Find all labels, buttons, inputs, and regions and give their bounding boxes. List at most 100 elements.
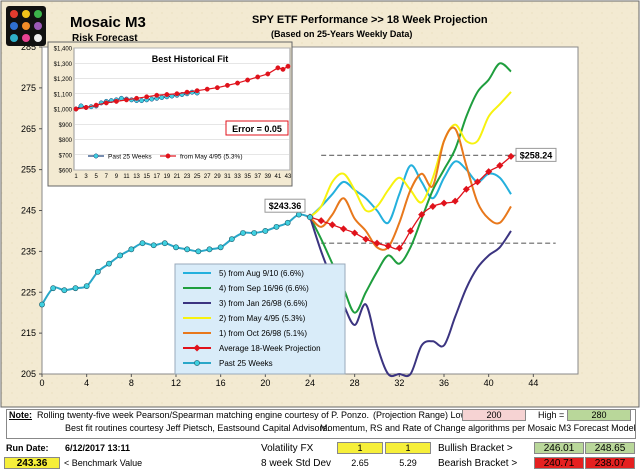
point-avg — [373, 239, 381, 247]
note-line-3: Momentum, RS and Rate of Change algorith… — [320, 423, 636, 433]
inset-x-tick-label: 5 — [95, 174, 99, 180]
y-tick-label: 285 — [21, 42, 36, 52]
inset-x-tick-label: 11 — [123, 174, 130, 180]
point-avg — [462, 185, 470, 193]
inset-x-tick-label: 41 — [275, 174, 282, 180]
inset-y-tick-label: $1,000 — [54, 108, 73, 114]
inset-legend-marker — [93, 153, 99, 159]
x-tick-label: 0 — [39, 378, 44, 388]
error-label: Error = 0.05 — [232, 124, 282, 134]
point-past — [94, 268, 101, 275]
inset-x-tick-label: 37 — [254, 174, 261, 180]
point-avg — [406, 227, 415, 235]
inset-point — [149, 96, 155, 102]
y-tick-label: 275 — [21, 83, 36, 93]
inset-x-tick-label: 25 — [194, 174, 201, 180]
inset-x-tick-label: 33 — [234, 174, 241, 180]
callout-box — [264, 198, 306, 213]
legend-label: 1) from Oct 26/98 (5.1%) — [219, 329, 307, 338]
app-subtitle: Risk Forecast — [72, 33, 138, 44]
point-past — [184, 246, 191, 253]
bullish-high: 248.65 — [585, 442, 635, 454]
inset-point — [159, 95, 165, 101]
std-dev-label: 8 week Std Dev — [261, 458, 332, 469]
point-avg — [384, 242, 392, 250]
point-past — [206, 246, 213, 253]
inset-y-tick-label: $1,300 — [54, 62, 73, 68]
volatility-label: Volatility FX — [261, 443, 314, 454]
point-past — [128, 246, 135, 253]
range-high-cell: 280 — [567, 409, 631, 421]
inset-point — [124, 97, 129, 103]
point-avg — [429, 202, 437, 210]
point-avg — [496, 162, 504, 170]
inset-point — [134, 95, 140, 101]
point-past — [284, 219, 291, 226]
inset-point — [184, 89, 190, 95]
benchmark-label: < Benchmark Value — [64, 458, 143, 468]
callout-box — [515, 147, 557, 162]
inset-point — [204, 86, 210, 92]
legend-label: 2) from May 4/95 (5.3%) — [219, 314, 306, 323]
inset-x-tick-label: 21 — [174, 174, 181, 180]
x-tick-labels: 0 4 8 12 16 20 24 28 32 36 40 44 — [39, 378, 538, 388]
note-line-1: Rolling twenty-five week Pearson/Spearma… — [37, 410, 370, 420]
x-tick-label: 8 — [129, 378, 134, 388]
inset-x-tick-label: 31 — [224, 174, 231, 180]
point-past — [161, 240, 168, 247]
x-tick-label: 20 — [260, 378, 270, 388]
app-title: Mosaic M3 — [70, 14, 146, 31]
note-box — [6, 409, 636, 439]
volatility-fx-1: 1 — [337, 442, 383, 454]
logo — [6, 6, 46, 46]
inset-x-tick-label: 35 — [244, 174, 251, 180]
point-avg — [485, 168, 493, 176]
chart-subtitle: (Based on 25-Years Weekly Data) — [271, 29, 412, 39]
point-past — [39, 301, 45, 308]
point-past — [72, 285, 79, 292]
point-avg — [451, 197, 459, 205]
point-past — [273, 223, 280, 230]
inset-point — [255, 74, 261, 80]
legend-label: 3) from Jan 26/98 (6.6%) — [219, 299, 308, 308]
chart-title: SPY ETF Performance >> 18 Week Projectio… — [252, 14, 488, 26]
inset-point — [285, 63, 291, 69]
point-past — [50, 285, 57, 292]
inset-x-tick-label: 27 — [204, 174, 211, 180]
point-avg — [317, 217, 325, 225]
x-tick-label: 32 — [394, 378, 404, 388]
x-tick-label: 44 — [528, 378, 538, 388]
legend: 5) from Aug 9/10 (6.6%) 4) from Sep 16/96… — [174, 263, 346, 375]
inset-legend-label: Past 25 Weeks — [108, 154, 152, 161]
range-low-cell: 200 — [462, 409, 526, 421]
inset-x-tick-label: 3 — [84, 174, 88, 180]
point-past — [106, 260, 112, 267]
point-past — [295, 211, 302, 218]
inset-x-tick-label: 29 — [214, 174, 221, 180]
inset-point — [265, 71, 271, 77]
point-past — [117, 252, 124, 259]
point-past — [240, 230, 246, 236]
bullish-label: Bullish Bracket > — [438, 443, 513, 454]
legend-label: 5) from Aug 9/10 (6.6%) — [219, 269, 304, 278]
point-past — [150, 242, 157, 249]
inset-y-tick-label: $900 — [59, 123, 73, 129]
inset-point — [164, 92, 170, 97]
point-past — [83, 283, 90, 290]
series-points — [39, 152, 515, 308]
range-high-label: High = — [538, 410, 565, 420]
point-avg — [339, 225, 348, 233]
inset-x-tick-label: 13 — [133, 174, 140, 180]
point-avg — [507, 152, 515, 160]
point-past — [262, 228, 269, 234]
point-past — [307, 214, 313, 221]
y-tick-label: 245 — [21, 206, 36, 216]
best-fit-inset: $600 $700 $800 $900 $1,000 $1,100 $1,200 $1,300… — [47, 41, 293, 187]
inset-point — [154, 92, 160, 98]
x-tick-label: 12 — [171, 378, 181, 388]
inset-point — [113, 98, 119, 104]
inset-x-tick-label: 17 — [153, 174, 160, 180]
inset-point — [139, 98, 145, 104]
inset-point — [280, 66, 286, 72]
